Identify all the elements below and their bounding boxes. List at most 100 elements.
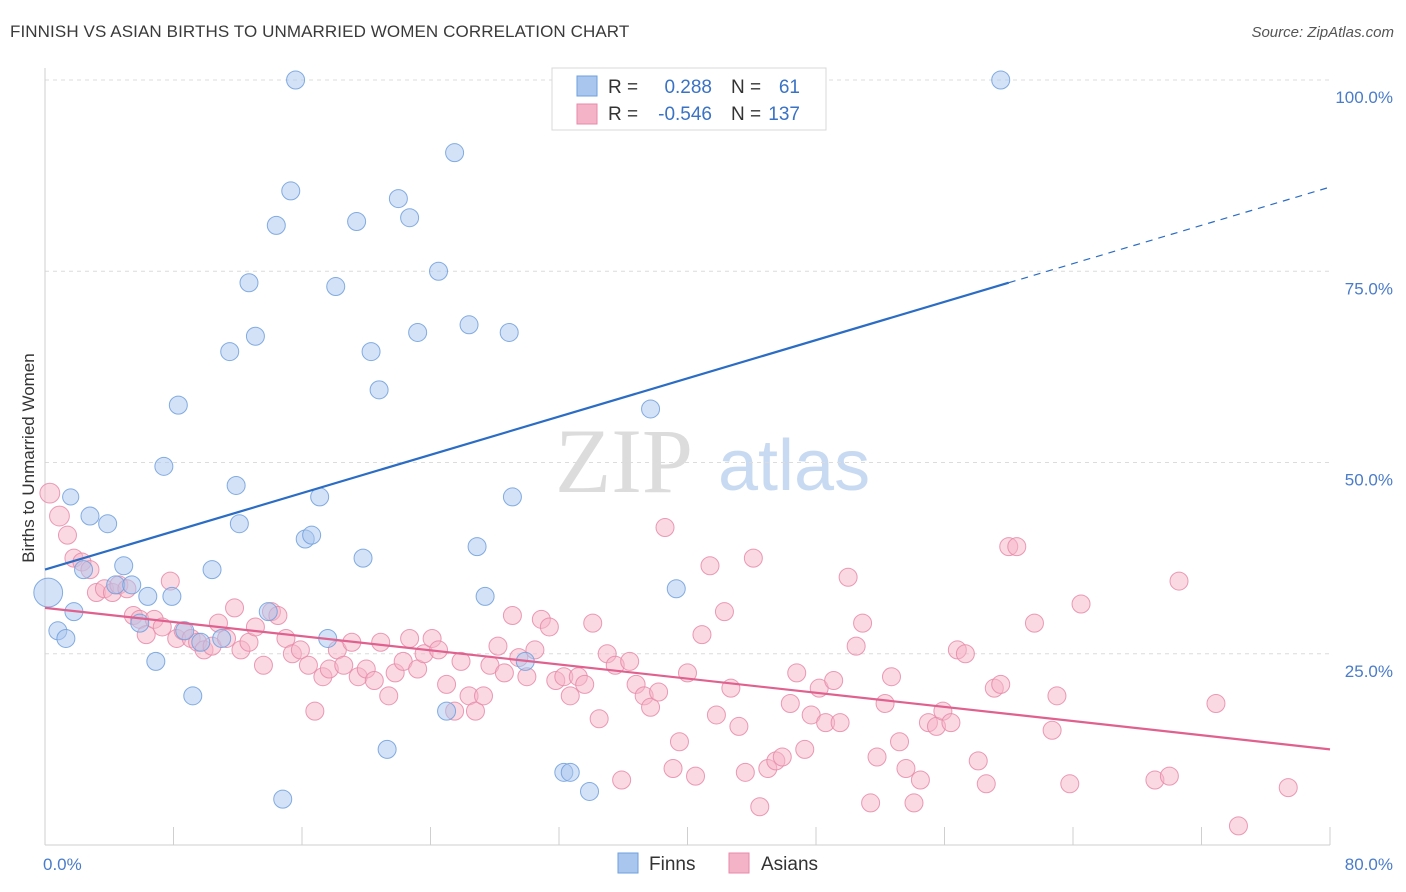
legend-n-label-asians: N = (731, 104, 761, 125)
point-asians (881, 667, 901, 687)
point-asians (867, 747, 887, 767)
point-asians (1169, 571, 1189, 591)
trend-line-finns-extension (1008, 186, 1331, 284)
y-tick-label: 25.0% (1345, 662, 1393, 681)
legend-n-value-asians: 137 (768, 104, 800, 125)
point-finns (191, 632, 211, 652)
point-finns (369, 380, 389, 400)
legend-r-value-finns: 0.288 (664, 77, 712, 98)
watermark-atlas: atlas (718, 426, 870, 506)
point-asians (830, 713, 850, 733)
point-asians (1071, 594, 1091, 614)
legend-swatch-finns (576, 75, 598, 97)
point-asians (714, 602, 734, 622)
point-asians (976, 774, 996, 794)
point-finns (560, 762, 580, 782)
point-asians (795, 739, 815, 759)
x-tick-labels: 0.0% 80.0% (43, 855, 1393, 874)
point-finns (377, 739, 397, 759)
trend-line-finns (44, 281, 1010, 571)
y-axis-label: Births to Unmarried Women (19, 353, 38, 562)
point-asians (589, 709, 609, 729)
point-asians (649, 682, 669, 702)
legend-swatch-asians (576, 103, 598, 125)
point-finns (991, 70, 1011, 90)
point-asians (743, 548, 763, 568)
point-asians (787, 663, 807, 683)
point-finns (400, 208, 420, 228)
x-tick-label-start: 0.0% (43, 855, 82, 874)
watermark: ZIP atlas (555, 410, 870, 512)
point-asians (437, 674, 457, 694)
point-asians (575, 674, 595, 694)
point-asians (955, 644, 975, 664)
point-asians (1278, 778, 1298, 798)
legend-r-value-asians: -0.546 (658, 104, 712, 125)
point-finns (445, 143, 465, 163)
point-finns (347, 212, 367, 232)
point-finns (98, 514, 118, 534)
point-asians (474, 686, 494, 706)
point-finns (146, 651, 166, 671)
point-finns (80, 506, 100, 526)
point-asians (290, 640, 310, 660)
point-asians (494, 663, 514, 683)
legend-box (551, 67, 827, 131)
point-finns (353, 548, 373, 568)
grid-lines (45, 79, 1330, 655)
point-asians (655, 518, 675, 538)
trend-line-asians (44, 606, 1331, 751)
point-asians (1042, 720, 1062, 740)
point-asians (371, 632, 391, 652)
point-finns (467, 537, 487, 557)
series-finns-points (33, 70, 1011, 809)
point-asians (612, 770, 632, 790)
point-asians (1024, 613, 1044, 633)
point-asians (364, 671, 384, 691)
point-asians (824, 671, 844, 691)
point-asians (39, 482, 61, 504)
point-asians (890, 732, 910, 752)
point-asians (560, 686, 580, 706)
point-finns (459, 315, 479, 335)
legend-n-label-finns: N = (731, 77, 761, 98)
point-finns (286, 70, 306, 90)
point-asians (488, 636, 508, 656)
point-asians (379, 686, 399, 706)
point-finns (122, 575, 142, 595)
point-finns (62, 488, 80, 506)
point-asians (700, 556, 720, 576)
point-finns (326, 277, 346, 297)
point-finns (114, 556, 134, 576)
legend-label-asians: Asians (761, 854, 818, 875)
trend-lines (44, 186, 1331, 751)
point-finns (74, 560, 94, 580)
point-asians (853, 613, 873, 633)
y-tick-label: 50.0% (1345, 471, 1393, 490)
correlation-legend: R = 0.288 N = 61 R = -0.546 N = 137 (551, 67, 827, 131)
point-asians (896, 759, 916, 778)
series-legend: Finns Asians (617, 852, 818, 875)
point-finns (273, 789, 293, 809)
point-asians (910, 770, 930, 790)
legend-swatch-asians-bottom (728, 852, 750, 874)
point-asians (305, 701, 325, 721)
point-finns (475, 586, 495, 606)
point-asians (1060, 774, 1080, 794)
series-asians-points (39, 482, 1298, 836)
point-finns (226, 475, 246, 495)
point-asians (1228, 816, 1248, 836)
point-finns (202, 560, 222, 580)
y-tick-labels: 100.0% 75.0% 50.0% 25.0% (1335, 88, 1393, 681)
point-asians (846, 636, 866, 656)
point-finns (162, 586, 182, 606)
axes (44, 68, 1331, 846)
legend-r-label-asians: R = (608, 104, 638, 125)
point-finns (266, 215, 286, 235)
point-asians (334, 655, 354, 675)
point-finns (666, 579, 686, 599)
chart-title: FINNISH VS ASIAN BIRTHS TO UNMARRIED WOM… (10, 22, 630, 41)
point-finns (56, 628, 76, 648)
point-asians (451, 651, 471, 671)
point-finns (408, 322, 428, 342)
